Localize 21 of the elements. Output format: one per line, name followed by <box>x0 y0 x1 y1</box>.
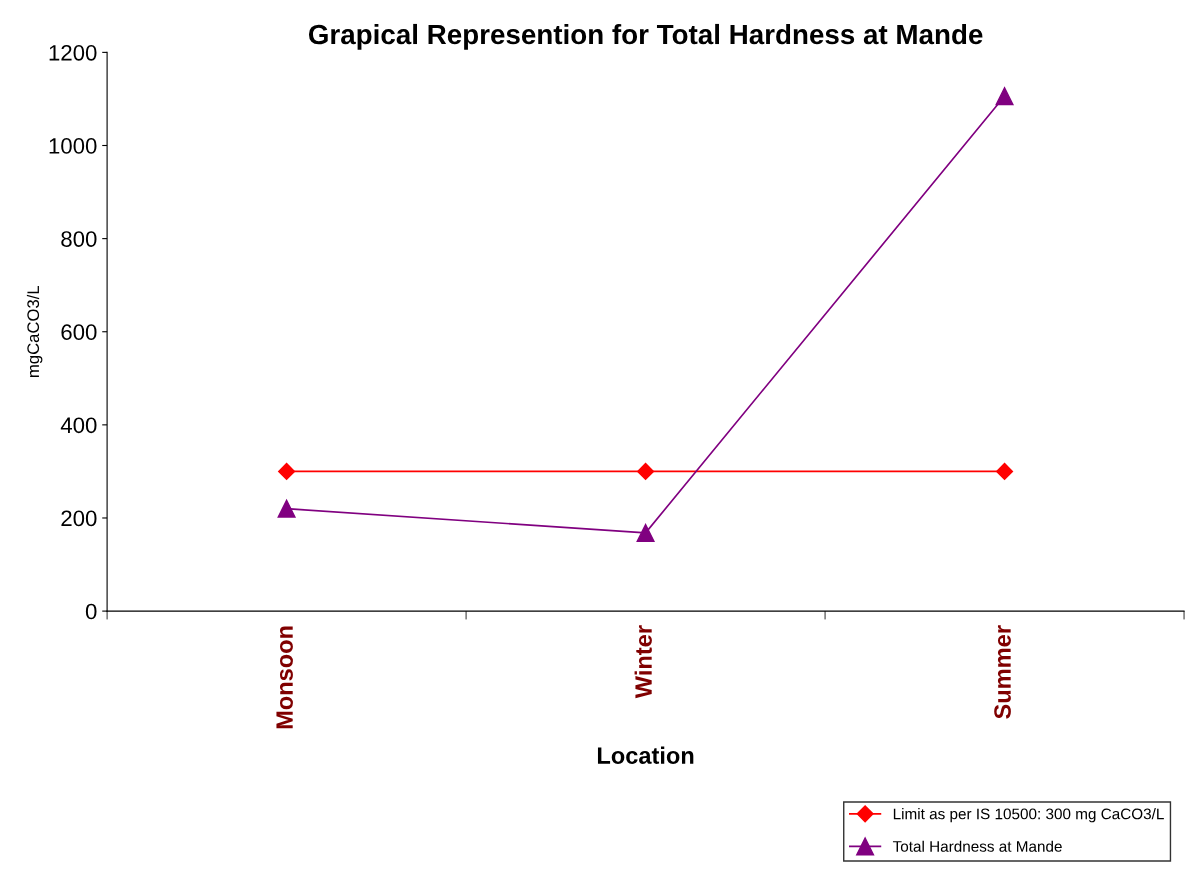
y-tick-label: 600 <box>61 324 97 341</box>
y-tick-label: 1000 <box>49 138 97 154</box>
x-axis-title: Location <box>597 746 694 764</box>
legend-label: Total Hardness at Mande <box>892 840 1062 852</box>
point <box>996 462 1014 480</box>
y-axis-title: mgCaCO3/L <box>26 285 43 377</box>
y-tick-label: 0 <box>85 603 97 620</box>
point <box>636 523 655 542</box>
point <box>278 462 296 480</box>
chart-title: Grapical Represention for Total Hardness at Mande <box>308 23 983 50</box>
x-tick-label: Monsoon <box>276 626 293 729</box>
y-tick-label: 400 <box>60 417 97 434</box>
x-tick-label: Winter <box>634 625 652 699</box>
point <box>637 462 655 480</box>
legend-label: Limit as per IS 10500: 300 mg CaCO3/L <box>893 808 1164 823</box>
y-tick-label: 200 <box>61 510 97 527</box>
y-tick-label: 800 <box>61 231 97 247</box>
x-tick-label: Summer <box>994 625 1011 719</box>
point <box>995 87 1014 106</box>
point <box>277 499 296 518</box>
y-tick-label: 1200 <box>49 44 97 61</box>
